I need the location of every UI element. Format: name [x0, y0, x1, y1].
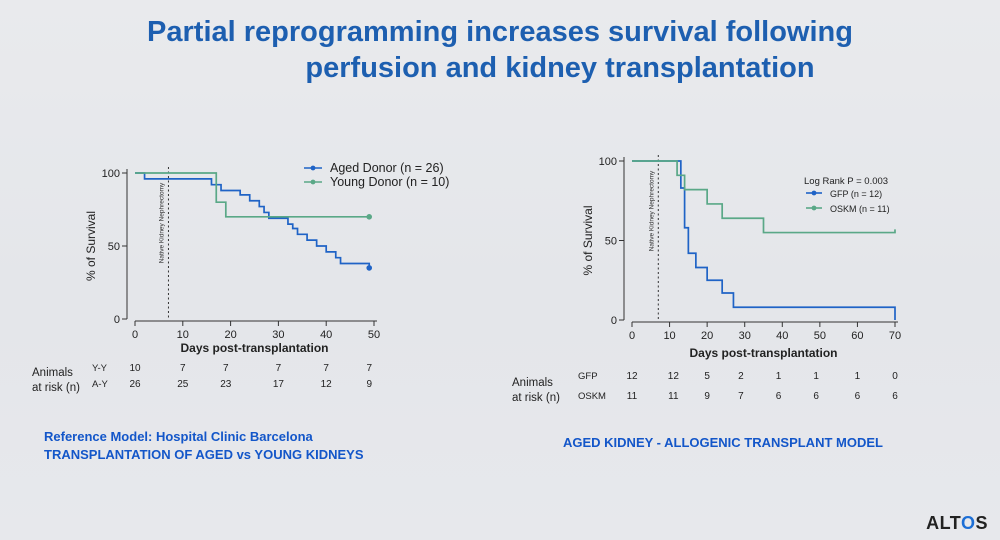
legend-label: GFP (n = 12) [830, 189, 882, 199]
at-risk-header-line-2: at risk (n) [32, 382, 80, 394]
at-risk-value: 12 [668, 371, 680, 382]
y-tick-label: 50 [605, 236, 617, 248]
at-risk-value: 1 [855, 371, 861, 382]
at-risk-row-label: GFP [578, 371, 598, 382]
at-risk-value: 9 [704, 391, 710, 402]
legend-label: OSKM (n = 11) [830, 204, 890, 214]
survival-curve-2 [135, 172, 370, 218]
x-tick-label: 20 [224, 329, 236, 341]
nephrectomy-label: Native Kidney Nephrectomy [648, 170, 655, 251]
at-risk-value: 2 [738, 371, 744, 382]
at-risk-value: 1 [813, 371, 819, 382]
x-tick-label: 30 [739, 330, 751, 342]
x-tick-label: 50 [814, 330, 826, 342]
at-risk-value: 12 [321, 379, 333, 390]
y-tick-label: 100 [599, 156, 617, 168]
at-risk-value: 7 [276, 363, 282, 374]
legend-label: Aged Donor (n = 26) [330, 161, 444, 175]
x-tick-label: 40 [320, 329, 332, 341]
at-risk-value: 1 [776, 371, 782, 382]
y-axis-label: % of Survival [581, 205, 595, 275]
x-tick-label: 50 [368, 329, 380, 341]
at-risk-row-label: Y-Y [92, 363, 108, 374]
survival-curve-2 [632, 160, 896, 234]
log-rank-annotation: Log Rank P = 0.003 [804, 176, 888, 187]
x-tick-label: 40 [776, 330, 788, 342]
at-risk-row-label: OSKM [578, 391, 606, 402]
right-caption: AGED KIDNEY - ALLOGENIC TRANSPLANT MODEL [563, 435, 883, 450]
at-risk-value: 6 [855, 391, 861, 402]
x-axis-label: Days post-transplantation [180, 341, 328, 355]
at-risk-value: 11 [627, 391, 638, 402]
at-risk-value: 6 [813, 391, 819, 402]
left-caption-line-1: Reference Model: Hospital Clinic Barcelo… [44, 429, 313, 444]
at-risk-value: 0 [892, 371, 898, 382]
left-caption-line-2: TRANSPLANTATION OF AGED vs YOUNG KIDNEYS [44, 447, 364, 462]
legend-label: Young Donor (n = 10) [330, 175, 449, 189]
at-risk-header-line-1: Animals [32, 367, 73, 379]
series-end-marker [366, 265, 373, 271]
at-risk-value: 5 [704, 371, 710, 382]
survival-curve-1 [135, 172, 371, 268]
at-risk-value: 7 [323, 363, 329, 374]
x-tick-label: 10 [663, 330, 675, 342]
legend-marker [310, 179, 316, 185]
at-risk-value: 9 [366, 379, 372, 390]
y-tick-label: 0 [114, 314, 120, 326]
at-risk-value: 11 [668, 391, 679, 402]
legend-marker [811, 190, 817, 196]
y-tick-label: 50 [108, 241, 120, 253]
at-risk-header-line-1: Animals [512, 377, 553, 389]
nephrectomy-label: Native Kidney Nephrectomy [158, 182, 165, 263]
x-axis-label: Days post-transplantation [689, 346, 837, 360]
at-risk-row-label: A-Y [92, 379, 109, 390]
slide-title-line-1: Partial reprogramming increases survival… [147, 16, 853, 48]
at-risk-value: 6 [892, 391, 898, 402]
at-risk-value: 6 [776, 391, 782, 402]
legend-marker [811, 205, 817, 211]
chart-panel-1: 0 50 100 0 10 20 30 40 50 Days post-transplantati… [32, 161, 449, 394]
x-tick-label: 70 [889, 330, 901, 342]
at-risk-value: 7 [223, 363, 229, 374]
altos-logo: ALTOS [926, 513, 988, 533]
x-tick-label: 10 [177, 329, 189, 341]
at-risk-value: 23 [220, 379, 232, 390]
x-tick-label: 30 [272, 329, 284, 341]
legend-marker [310, 165, 316, 171]
at-risk-value: 17 [273, 379, 285, 390]
series-end-marker [366, 214, 373, 220]
y-tick-label: 100 [102, 168, 120, 180]
at-risk-value: 25 [177, 379, 189, 390]
y-axis-label: % of Survival [84, 211, 98, 281]
at-risk-value: 12 [626, 371, 638, 382]
at-risk-value: 7 [366, 363, 372, 374]
at-risk-value: 7 [180, 363, 186, 374]
x-tick-label: 60 [851, 330, 863, 342]
at-risk-value: 26 [129, 379, 141, 390]
y-tick-label: 0 [611, 315, 617, 327]
at-risk-value: 10 [129, 363, 141, 374]
x-tick-label: 0 [629, 330, 635, 342]
x-tick-label: 0 [132, 329, 138, 341]
at-risk-header-line-2: at risk (n) [512, 392, 560, 404]
at-risk-value: 7 [738, 391, 744, 402]
x-tick-label: 20 [701, 330, 713, 342]
slide-title-line-2: perfusion and kidney transplantation [305, 52, 815, 84]
